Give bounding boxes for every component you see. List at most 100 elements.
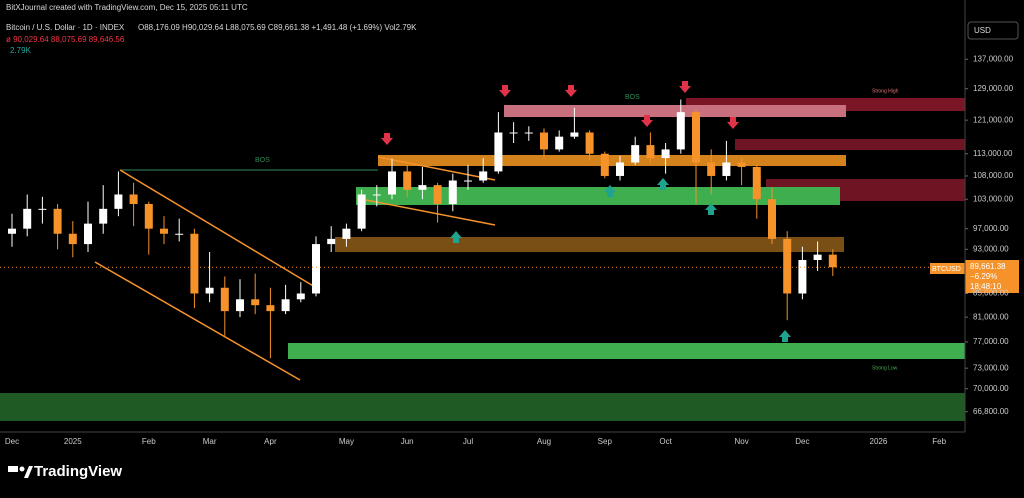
arrow-down (679, 81, 691, 93)
price-tag-change: −6.29% (970, 272, 997, 281)
y-tick-label: 85,000.00 (973, 289, 1009, 298)
candle-body (372, 194, 381, 196)
ohlc: O88,176.09 H90,029.64 L88,075.69 C89,661… (138, 23, 417, 32)
arrow-up (604, 185, 616, 197)
indicator: ø 90,029.64 88,075.69 89,646.56 (6, 35, 125, 44)
x-tick-label: Feb (142, 437, 156, 446)
y-tick-label: 108,000.00 (973, 171, 1014, 180)
currency-box[interactable] (967, 21, 1019, 40)
x-tick-label: Dec (795, 437, 809, 446)
candle-body (266, 305, 275, 312)
candle-body (68, 233, 77, 245)
candle-body (798, 260, 807, 294)
candle-body (38, 208, 47, 210)
candle-body (494, 132, 503, 172)
candle-body (737, 162, 746, 167)
candle-body (281, 299, 290, 312)
candle-body (676, 112, 685, 150)
price-tag-box (965, 260, 1019, 293)
price-tag-symbol: BTCUSD (932, 266, 961, 273)
credit: BitXJournal created with TradingView.com… (6, 3, 248, 12)
zone (288, 343, 965, 359)
candle-body (8, 228, 16, 234)
x-tick-label: Dec (5, 437, 19, 446)
candle-body (342, 228, 351, 239)
arrow-down (381, 133, 393, 145)
candle-body (144, 204, 153, 229)
zone (735, 139, 965, 150)
candle-body (524, 132, 533, 134)
brand-logo (8, 466, 33, 478)
candle-body (555, 136, 564, 150)
y-tick-label: 103,000.00 (973, 194, 1014, 203)
candle-body (813, 254, 822, 261)
candle-body (296, 293, 305, 300)
arrow-down (499, 85, 511, 97)
candle-body (175, 233, 184, 235)
candle-body (114, 194, 123, 209)
x-tick-label: Jul (463, 437, 473, 446)
trendline (119, 169, 321, 291)
arrows (381, 81, 791, 342)
arrow-up (657, 178, 669, 190)
y-tick-label: 121,000.00 (973, 115, 1014, 124)
arrow-up (705, 203, 717, 215)
candle-body (631, 145, 640, 163)
symbol: Bitcoin / U.S. Dollar · 1D · INDEX (6, 23, 125, 32)
candle-body (722, 162, 731, 176)
candle-body (783, 238, 792, 294)
x-tick-label: 2026 (870, 437, 888, 446)
candle-body (312, 244, 320, 294)
candle-body (433, 185, 442, 205)
plot (0, 99, 965, 359)
candle-body (129, 194, 138, 205)
trendline (377, 156, 496, 181)
y-tick-label: 81,000.00 (973, 312, 1009, 321)
y-tick-label: 66,800.00 (973, 407, 1009, 416)
zone (335, 237, 844, 252)
x-tick-label: Feb (932, 437, 946, 446)
x-tick-label: Jun (401, 437, 414, 446)
annotation: BOS (255, 157, 270, 164)
y-tick-label: 77,000.00 (973, 337, 1009, 346)
candle-body (160, 228, 168, 234)
zone (504, 105, 846, 117)
candle-body (23, 208, 32, 229)
arrow-up (450, 231, 462, 243)
candle-body (327, 238, 336, 245)
y-tick-label: 93,000.00 (973, 244, 1009, 253)
brand: TradingView (34, 463, 122, 480)
y-tick-label: 73,000.00 (973, 363, 1009, 372)
candle-body (540, 132, 548, 150)
candle-body (692, 112, 700, 163)
annotation: BOS (625, 94, 640, 101)
arrow-down (565, 85, 577, 97)
candle-body (479, 171, 488, 181)
candle-body (190, 233, 199, 294)
arrow-down (641, 115, 653, 127)
volume: 2.79K (10, 46, 32, 55)
candle-body (251, 299, 260, 306)
price-tag-symbol-box (930, 263, 965, 274)
trendline (94, 261, 301, 381)
zone (378, 155, 846, 166)
x-tick-label: Oct (659, 437, 672, 446)
y-tick-label: 129,000.00 (973, 84, 1014, 93)
candle-body (570, 132, 579, 137)
zone (356, 187, 840, 205)
currency[interactable]: USD (974, 26, 991, 35)
candle-body (752, 166, 761, 200)
trendline (365, 199, 496, 226)
x-tick-label: Mar (203, 437, 217, 446)
candle-body (84, 223, 92, 245)
candle-body (509, 132, 518, 134)
candle-body (828, 254, 837, 268)
candle-body (661, 149, 670, 159)
candle-body (464, 180, 472, 182)
x-tick-label: Aug (537, 437, 551, 446)
y-tick-label: 137,000.00 (973, 54, 1014, 63)
arrow-down (727, 117, 739, 129)
candle-body (357, 194, 366, 229)
candle-body (403, 171, 412, 190)
